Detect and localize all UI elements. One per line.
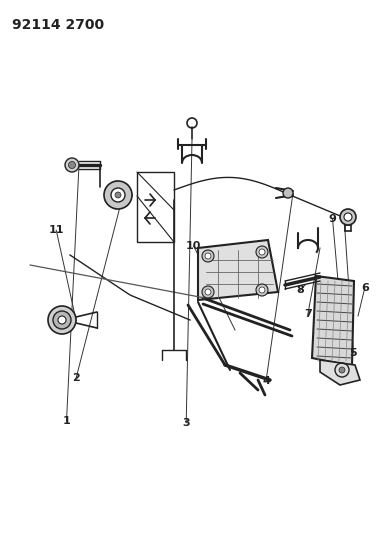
Circle shape (344, 213, 352, 221)
Circle shape (340, 209, 356, 225)
Text: 5: 5 (350, 348, 357, 358)
Circle shape (117, 195, 129, 207)
Text: 11: 11 (49, 225, 64, 235)
Circle shape (256, 284, 268, 296)
Circle shape (256, 246, 268, 258)
Polygon shape (312, 276, 354, 366)
Circle shape (110, 197, 122, 209)
Text: 10: 10 (186, 241, 201, 251)
Text: 9: 9 (329, 214, 336, 223)
Circle shape (205, 253, 211, 259)
Circle shape (104, 181, 132, 209)
Circle shape (58, 316, 66, 324)
Text: 4: 4 (262, 376, 270, 386)
Circle shape (115, 192, 121, 198)
Text: 7: 7 (304, 310, 312, 319)
Circle shape (105, 185, 117, 198)
Polygon shape (198, 240, 278, 300)
Text: 2: 2 (72, 374, 80, 383)
Circle shape (110, 181, 122, 193)
Circle shape (117, 183, 129, 195)
Circle shape (48, 306, 76, 334)
Circle shape (202, 286, 214, 298)
Polygon shape (320, 360, 360, 385)
Circle shape (65, 158, 79, 172)
Circle shape (105, 192, 117, 205)
Text: 6: 6 (361, 283, 369, 293)
Circle shape (120, 189, 132, 201)
Circle shape (259, 287, 265, 293)
Circle shape (68, 161, 76, 168)
Circle shape (53, 311, 71, 329)
Circle shape (259, 249, 265, 255)
Circle shape (283, 188, 293, 198)
Circle shape (205, 289, 211, 295)
Text: 92114 2700: 92114 2700 (12, 18, 104, 32)
Text: 3: 3 (182, 418, 190, 427)
Text: 8: 8 (296, 286, 304, 295)
Circle shape (111, 188, 125, 202)
Text: 1: 1 (63, 416, 70, 426)
Circle shape (339, 367, 345, 373)
Circle shape (202, 250, 214, 262)
